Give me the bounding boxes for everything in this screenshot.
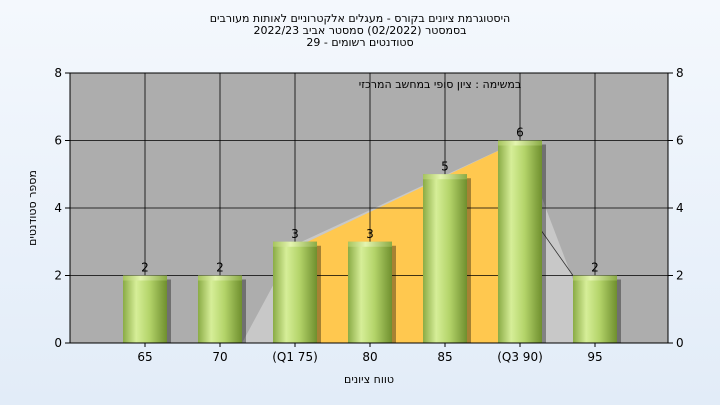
bar-group: 5 [423,159,471,343]
y-tick-label: 8 [54,66,62,80]
bar-group: 2 [198,261,246,343]
y-axis-title: מספר סטודנטים [26,170,39,246]
bar [198,275,242,343]
y-tick-label: 0 [54,336,62,350]
data-label: 2 [591,261,599,275]
bar [573,275,617,343]
y-axis-right: 0 2 4 6 8 [668,66,684,350]
bar-cap [273,241,317,247]
data-label: 3 [366,227,374,241]
bar-cap [498,140,542,146]
chart-annotation: במשימה : ציון סופי במחשב המרכזי [359,78,522,91]
bar-cap [423,174,467,180]
bar-cap [123,275,167,281]
bar-cap [198,275,242,281]
x-tick-label: 95 [587,350,602,364]
bar-group: 6 [498,126,546,343]
bar-group: 3 [348,227,396,343]
x-tick-label: 80 [362,350,377,364]
data-label: 3 [291,227,299,241]
y-tick-label: 6 [54,134,62,148]
bar-group: 2 [573,261,621,343]
bar-cap [348,241,392,247]
bar [498,140,542,343]
bar [123,275,167,343]
bar [348,241,392,343]
x-axis-title: טווח ציונים [344,373,394,386]
x-tick-label: 70 [212,350,227,364]
x-tick-label: 65 [137,350,152,364]
x-tick-label: 85 [437,350,452,364]
y-tick-label: 4 [54,201,62,215]
bar-cap [573,275,617,281]
y-tick-label-right: 4 [676,201,684,215]
y-tick-label-right: 2 [676,269,684,283]
y-axis-left: 0 2 4 6 8 [54,66,70,350]
x-axis: 65 70 (Q1 75) 80 85 (Q3 90) 95 [137,343,603,364]
bar-group: 3 [273,227,321,343]
bar [273,241,317,343]
bars: 2 2 3 3 5 6 2 [123,126,621,343]
data-label: 5 [441,159,449,173]
data-label: 2 [216,261,224,275]
y-tick-label-right: 6 [676,134,684,148]
data-label: 6 [516,126,524,140]
y-tick-label-right: 8 [676,66,684,80]
chart-title-line-1: היסטוגרמת ציונים בקורס - מעגלים אלקטרוני… [209,12,511,25]
chart-title-line-3: סטודנטים רשומים - 29 [306,36,414,49]
data-label: 2 [141,261,149,275]
x-tick-label: (Q3 90) [497,350,543,364]
bar-group: 2 [123,261,171,343]
chart-title-line-2: בסמסטר (02/2022) סמסטר אביב 2022/23 [253,24,467,37]
bar [423,174,467,343]
y-tick-label: 2 [54,269,62,283]
x-tick-label: (Q1 75) [272,350,318,364]
y-tick-label-right: 0 [676,336,684,350]
